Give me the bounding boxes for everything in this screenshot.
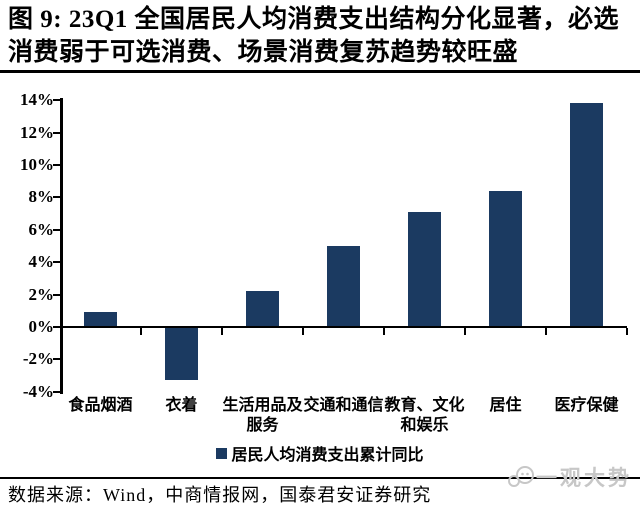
x-axis-tick-mark <box>140 328 142 335</box>
bar-1 <box>84 312 117 327</box>
y-axis-tick-label: 0% <box>28 317 55 336</box>
x-axis-category-label: 居住 <box>489 397 522 414</box>
legend-swatch-icon <box>216 447 228 459</box>
watermark: 一观大势 <box>506 462 632 492</box>
legend-label: 居民人均消费支出累计同比 <box>231 447 424 464</box>
x-axis-category-label: 生活用品及 服务 <box>222 397 303 434</box>
x-axis-tick-mark <box>302 328 304 335</box>
y-axis-tick-mark <box>53 228 60 231</box>
x-axis-category-label: 衣着 <box>165 397 198 414</box>
bar-7 <box>570 103 603 327</box>
footer-divider <box>0 477 640 479</box>
y-axis-tick-label: 8% <box>28 187 55 207</box>
y-axis-tick-mark <box>53 390 60 393</box>
y-axis-tick-label: 4% <box>28 252 55 272</box>
y-axis-tick-label: -4% <box>22 381 54 401</box>
y-axis-tick-mark <box>53 164 60 166</box>
bar-chart: 居民人均消费支出累计同比 14% 12% 10% 8% 6% 4% 2% 0% -2% -4% 食品… <box>0 75 640 464</box>
y-axis-tick-mark <box>53 358 60 361</box>
x-axis-tick-mark <box>221 328 223 335</box>
x-axis-category-label: 交通和通信 <box>303 397 384 414</box>
watermark-logo-icon <box>508 466 534 487</box>
x-axis-line <box>60 325 627 329</box>
y-axis-tick-label: 10% <box>20 155 54 174</box>
y-axis-tick-mark <box>53 326 60 328</box>
figure-title: 图 9: 23Q1 全国居民人均消费支出结构分化显著，必选消费弱于可选消费、场景… <box>8 6 620 66</box>
y-axis-tick-mark <box>53 261 60 264</box>
y-axis-tick-label: 12% <box>20 122 54 142</box>
y-axis-tick-label: -2% <box>22 349 54 369</box>
y-axis-tick-label: 2% <box>28 284 55 304</box>
x-axis-tick-mark <box>464 328 466 335</box>
x-axis-tick-mark <box>626 328 628 335</box>
chart-legend: 居民人均消费支出累计同比 <box>0 441 640 465</box>
y-axis-tick-mark <box>53 196 60 199</box>
x-axis-category-label: 食品烟酒 <box>68 397 133 414</box>
bar-5 <box>408 211 441 327</box>
y-axis-tick-mark <box>53 131 60 134</box>
bar-3 <box>246 291 279 327</box>
bar-2 <box>165 327 198 381</box>
x-axis-category-label: 医疗保健 <box>554 397 619 414</box>
x-axis-category-label: 教育、文化 和娱乐 <box>384 397 465 434</box>
y-axis-tick-mark <box>53 293 60 296</box>
y-axis-tick-label: 14% <box>20 90 54 110</box>
y-axis-line <box>60 98 63 394</box>
y-axis-tick-label: 6% <box>28 219 55 239</box>
data-source-text: 数据来源：Wind，中商情报网，国泰君安证券研究 <box>8 485 432 505</box>
bar-6 <box>489 190 522 327</box>
watermark-text: 一观大势 <box>536 467 632 490</box>
x-axis-tick-mark <box>545 328 547 335</box>
title-divider <box>0 70 640 73</box>
y-axis-tick-mark <box>53 99 60 102</box>
bar-4 <box>327 246 360 327</box>
x-axis-tick-mark <box>383 328 385 335</box>
